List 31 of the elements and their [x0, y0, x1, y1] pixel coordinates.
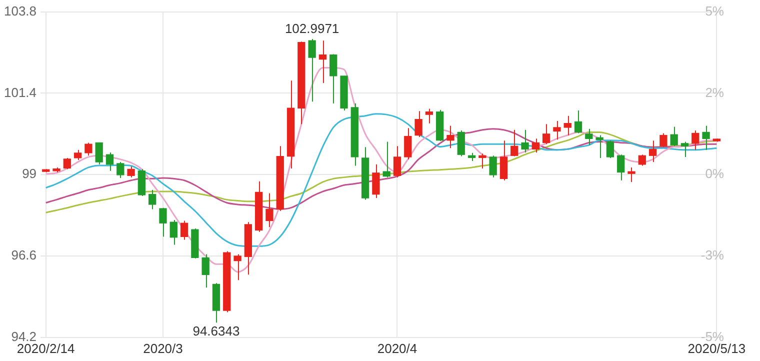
y-tick-label: 103.8 [4, 3, 37, 18]
y2-tick-label: 2% [705, 84, 724, 100]
candlestick [234, 254, 242, 281]
y2-tick-label: -3% [700, 248, 724, 263]
candlestick [414, 110, 422, 138]
candlestick [159, 207, 167, 238]
candlestick [702, 125, 710, 150]
x-tick-label: 2020/3 [143, 340, 183, 356]
y2-tick-label: 5% [705, 3, 724, 18]
annotation: 94.6343 [192, 324, 240, 339]
y2-tick-label: 0% [705, 166, 724, 182]
annotation: 102.9971 [284, 21, 340, 36]
candlestick [712, 138, 721, 142]
candlestick [191, 228, 199, 259]
candlestick [553, 120, 561, 140]
candlestick [84, 142, 92, 156]
candlestick [564, 115, 572, 136]
candlestick [266, 192, 274, 228]
y-tick-label: 96.6 [11, 248, 37, 263]
candlestick [202, 254, 210, 288]
y-tick-label: 99 [22, 166, 37, 182]
candlestick [308, 38, 316, 102]
candlestick [127, 166, 135, 178]
candlestick [340, 75, 348, 111]
candlestick [660, 132, 668, 148]
x-tick-label: 2020/4 [377, 340, 418, 356]
candlestick [489, 155, 497, 178]
y-tick-label: 101.4 [4, 84, 37, 100]
candlestick [521, 129, 529, 154]
candlestick [42, 168, 50, 173]
candlestick [372, 164, 380, 199]
